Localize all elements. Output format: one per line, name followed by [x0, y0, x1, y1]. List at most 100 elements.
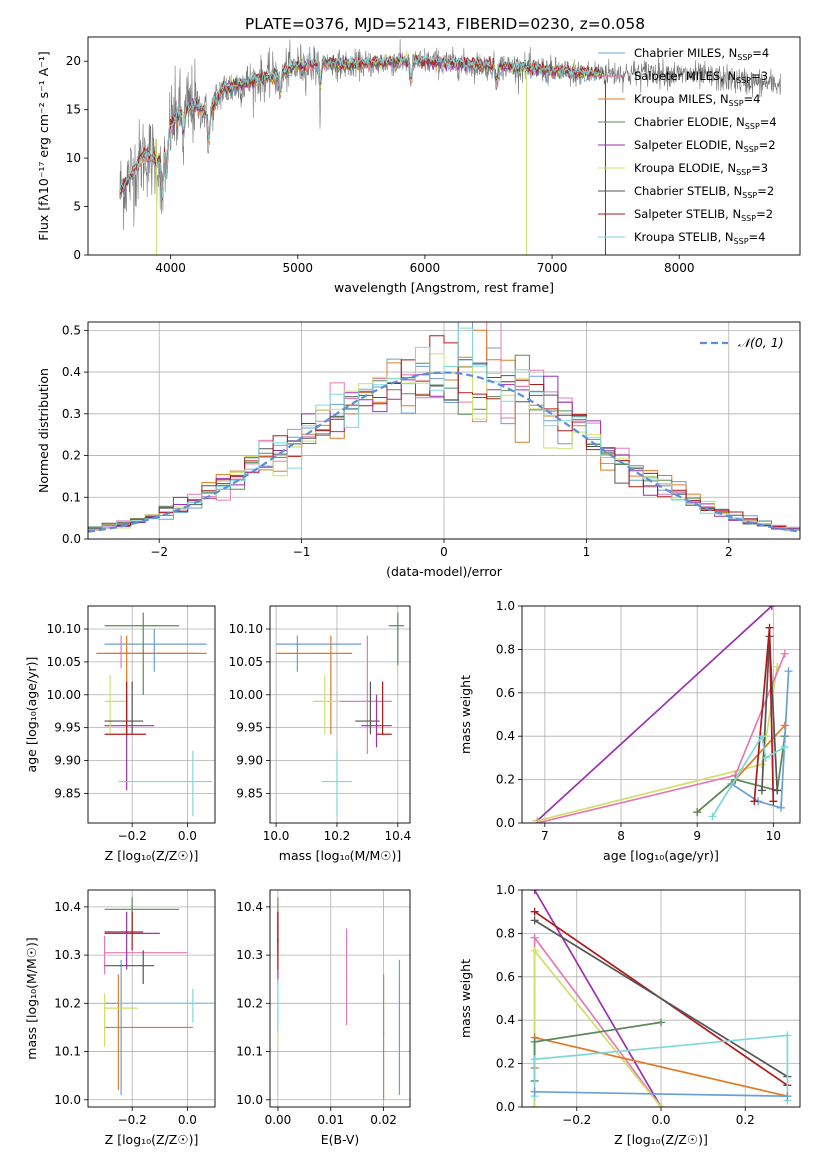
- panel-weight-vs-age: 7 8 9 10 0.0 0.2 0.4 0.6 0.8 1.0 age [log₁₀(age/yr…: [458, 599, 801, 863]
- panel-mass-vs-z: −0.2 0.0 10.0 10.1 10.2 10.3 10.4 Z [log₁₀(Z/Z☉…: [24, 889, 216, 1147]
- y-tick-label: 1.0: [496, 883, 515, 897]
- gaussian-curve: [88, 371, 800, 533]
- plus-marker: [773, 786, 782, 795]
- y-tick-label: 10.4: [236, 900, 263, 914]
- x-tick-label: 0.02: [370, 1113, 397, 1127]
- y-tick-label: 0.2: [496, 773, 515, 787]
- y-tick-label: 10.2: [236, 996, 263, 1010]
- weight-line: [534, 1090, 788, 1098]
- data-point: [277, 1002, 279, 1005]
- y-tick-label: 9.90: [236, 754, 263, 768]
- y-tick-label: 10.0: [54, 1093, 81, 1107]
- y-tick-label: 1.0: [496, 599, 515, 613]
- y-tick-label: 10.00: [229, 688, 263, 702]
- y-tick-label: 10.2: [54, 996, 81, 1010]
- panel-age-vs-mass: 10.0 10.2 10.4 9.85 9.90 9.95 10.00 10.05 10.10 m…: [229, 605, 411, 863]
- weight-line: [533, 1034, 789, 1101]
- plus-marker: [750, 797, 759, 806]
- y-tick-label: 20: [66, 54, 81, 68]
- x-tick-label: 8000: [664, 261, 695, 275]
- plus-marker: [757, 786, 766, 795]
- y-tick-label: 10.10: [229, 622, 263, 636]
- y-tick-label: 10.05: [229, 655, 263, 669]
- panel-mass-vs-ebv: 0.00 0.01 0.02 10.0 10.1 10.2 10.3 10.4 E(B-V): [236, 889, 411, 1147]
- x-tick-label: 0.2: [736, 1113, 755, 1127]
- data-point: [381, 733, 384, 736]
- y-tick-label: 9.85: [236, 786, 263, 800]
- legend-entry: Kroupa ELODIE, NSSP=3: [634, 161, 768, 177]
- data-point: [296, 643, 299, 645]
- y-tick-label: 10.1: [54, 1045, 81, 1059]
- x-tick-label: 0.00: [265, 1113, 292, 1127]
- x-tick-label: 10.4: [384, 829, 411, 843]
- plus-marker: [780, 743, 789, 752]
- y-tick-label: 10.3: [54, 948, 81, 962]
- plus-marker: [657, 1103, 665, 1107]
- data-point: [131, 931, 133, 933]
- x-tick-label: −2: [150, 545, 168, 559]
- plus-marker: [657, 1018, 665, 1027]
- axes-frame: [87, 321, 801, 540]
- data-point: [125, 652, 128, 655]
- plus-marker: [765, 623, 774, 632]
- plus-marker: [757, 732, 766, 741]
- x-axis-label: Z [log₁₀(Z/Z☉)]: [105, 1132, 199, 1147]
- x-axis-label: E(B-V): [321, 1132, 360, 1147]
- plus-marker: [780, 649, 789, 658]
- y-tick-label: 0.0: [496, 1100, 515, 1114]
- plus-marker: [757, 760, 766, 769]
- spectrum-model-line: [119, 52, 604, 198]
- weight-line: [533, 948, 662, 1107]
- y-tick-label: 0.0: [62, 532, 81, 546]
- plus-marker: [767, 606, 776, 610]
- y-tick-label: 0.0: [496, 816, 515, 830]
- plot-area: [530, 890, 792, 1107]
- data-point: [382, 1031, 385, 1034]
- data-point: [192, 1002, 194, 1005]
- plus-marker: [530, 1087, 539, 1096]
- x-tick-label: −1: [293, 545, 311, 559]
- x-tick-label: 2: [725, 545, 733, 559]
- x-tick-label: 10.0: [263, 829, 290, 843]
- panel-spectrum: 4000 5000 6000 7000 8000 0 5 10 15 20 wavelength […: [36, 36, 801, 295]
- x-axis-label: wavelength [Angstrom, rest frame]: [334, 280, 554, 295]
- axes-frame: [87, 889, 216, 1108]
- data-point: [330, 652, 332, 655]
- plot-area: [276, 612, 404, 817]
- weight-line: [537, 653, 786, 823]
- x-tick-label: 4000: [155, 261, 186, 275]
- panel-residuals: −2 −1 0 1 2 0.0 0.1 0.2 0.3 0.4 0.5 (data-model)/er…: [36, 321, 801, 579]
- y-tick-label: 0.2: [62, 449, 81, 463]
- plus-marker: [708, 812, 717, 821]
- weight-line: [533, 935, 662, 1107]
- x-axis-label: mass [log₁₀(M/M☉)]: [279, 848, 401, 863]
- histogram-step: [88, 353, 800, 531]
- data-point: [131, 720, 133, 722]
- axes-frame: [269, 889, 411, 1108]
- y-tick-label: 10.00: [47, 688, 81, 702]
- data-point: [277, 939, 279, 942]
- legend-entry: Salpeter STELIB, NSSP=2: [634, 207, 773, 223]
- data-point: [142, 964, 145, 967]
- legend-entry: Kroupa STELIB, NSSP=4: [634, 230, 765, 246]
- x-tick-label: 10.2: [324, 829, 351, 843]
- legend-entry: Chabrier STELIB, NSSP=2: [634, 184, 774, 200]
- plus-marker: [530, 946, 539, 955]
- data-point: [375, 724, 378, 727]
- plus-marker: [533, 819, 542, 823]
- data-point: [131, 908, 133, 911]
- weight-line: [533, 890, 662, 1107]
- y-tick-label: 10.4: [54, 900, 81, 914]
- y-tick-label: 0.3: [62, 407, 81, 421]
- histogram-step: [88, 335, 800, 531]
- plot-area: [88, 322, 800, 533]
- legend-entry: Kroupa MILES, NSSP=4: [634, 92, 760, 108]
- y-tick-label: 10.05: [47, 655, 81, 669]
- data-point: [153, 643, 156, 645]
- data-point: [369, 720, 372, 722]
- weight-line: [731, 671, 790, 809]
- data-point: [192, 780, 194, 783]
- x-axis-label: (data-model)/error: [386, 564, 503, 579]
- data-point: [103, 1007, 106, 1009]
- histogram-step: [88, 327, 800, 530]
